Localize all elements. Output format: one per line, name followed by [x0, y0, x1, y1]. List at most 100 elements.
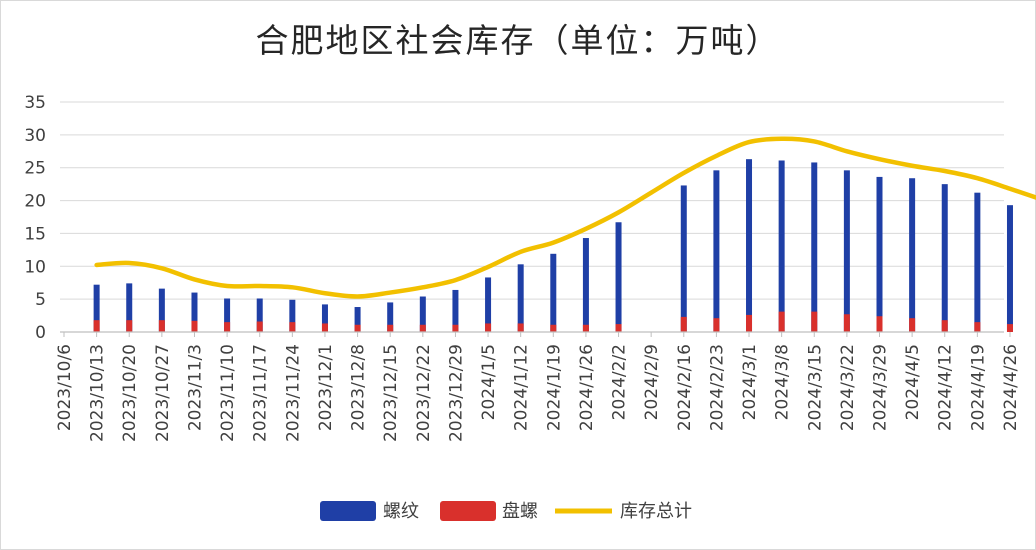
y-tick-label: 30 — [24, 126, 46, 146]
bar-rebar — [778, 160, 785, 332]
x-tick-label: 2024/4/26 — [1001, 344, 1021, 431]
x-tick-label: 2024/2/2 — [610, 344, 630, 420]
bar-coil-rebar — [517, 323, 524, 332]
x-axis-ticks: 2023/10/6 2023/10/13 2023/10/20 2023/10/27 2… — [55, 344, 1021, 442]
y-axis-ticks: 0 5 10 15 20 25 30 35 — [24, 93, 46, 343]
bar-rebar — [974, 192, 981, 332]
bar-rebar — [615, 222, 622, 332]
bar-rebar — [843, 170, 850, 332]
x-tick-label: 2024/4/5 — [903, 344, 923, 420]
x-tick-label: 2024/1/12 — [512, 344, 532, 431]
bar-rebar — [191, 292, 198, 332]
line-total-inventory — [94, 136, 1036, 299]
x-tick-label: 2023/12/22 — [414, 344, 434, 442]
bar-rebar — [158, 288, 165, 332]
x-tick-label: 2023/11/10 — [218, 344, 238, 442]
bar-rebar — [550, 253, 557, 332]
bar-rebar — [354, 307, 361, 332]
bars — [93, 159, 1013, 332]
legend-label-total: 库存总计 — [620, 501, 692, 522]
bar-coil-rebar — [158, 320, 165, 332]
bar-coil-rebar — [909, 318, 916, 332]
bar-coil-rebar — [974, 322, 981, 332]
x-tick-label: 2024/2/16 — [675, 344, 695, 431]
bar-coil-rebar — [1006, 324, 1013, 332]
bar-rebar — [452, 289, 459, 332]
bar-coil-rebar — [354, 324, 361, 332]
bar-rebar — [876, 176, 883, 332]
bar-coil-rebar — [876, 316, 883, 332]
bar-coil-rebar — [419, 324, 426, 332]
bar-rebar — [909, 178, 916, 332]
bar-coil-rebar — [550, 324, 557, 332]
bar-coil-rebar — [387, 324, 394, 332]
x-tick-label: 2024/3/8 — [773, 344, 793, 420]
x-tick-label: 2023/12/8 — [349, 344, 369, 431]
total-line — [94, 136, 1036, 299]
legend-swatch-coil-rebar — [440, 501, 496, 521]
x-tick-label: 2024/2/23 — [707, 344, 727, 431]
bar-rebar — [713, 170, 720, 332]
bar-rebar — [93, 284, 100, 332]
bar-coil-rebar — [778, 311, 785, 332]
x-axis — [60, 331, 1011, 337]
bar-rebar — [1006, 205, 1013, 332]
bar-rebar — [811, 162, 818, 332]
legend-swatch-rebar — [320, 501, 376, 521]
x-tick-label: 2023/12/15 — [381, 344, 401, 442]
bar-coil-rebar — [811, 311, 818, 332]
bar-coil-rebar — [224, 322, 231, 332]
bar-rebar — [680, 185, 687, 332]
chart-title: 合肥地区社会库存（单位：万吨） — [255, 21, 781, 60]
bar-rebar — [256, 298, 263, 332]
y-tick-label: 5 — [35, 290, 46, 310]
gridlines — [60, 101, 1004, 300]
bar-rebar — [517, 264, 524, 332]
x-tick-label: 2024/3/15 — [805, 344, 825, 431]
bar-rebar — [419, 296, 426, 332]
x-tick-label: 2023/11/3 — [185, 344, 205, 431]
x-tick-label: 2024/3/29 — [871, 344, 891, 431]
x-tick-label: 2023/10/13 — [88, 344, 108, 442]
bar-coil-rebar — [746, 314, 753, 332]
x-tick-label: 2023/12/1 — [316, 344, 336, 431]
x-tick-label: 2023/10/6 — [55, 344, 75, 431]
y-tick-label: 25 — [24, 159, 46, 179]
x-tick-label: 2024/3/1 — [740, 344, 760, 420]
bar-coil-rebar — [289, 322, 296, 332]
x-tick-label: 2023/10/20 — [120, 344, 140, 442]
legend-label-rebar: 螺纹 — [383, 501, 419, 522]
bar-coil-rebar — [713, 318, 720, 332]
x-tick-label: 2024/3/22 — [838, 344, 858, 431]
bar-coil-rebar — [126, 320, 133, 332]
bar-coil-rebar — [843, 314, 850, 332]
x-tick-label: 2023/11/24 — [283, 344, 303, 442]
bar-rebar — [746, 159, 753, 332]
bar-coil-rebar — [582, 324, 589, 332]
bar-rebar — [485, 277, 492, 332]
x-tick-label: 2024/1/5 — [479, 344, 499, 420]
y-tick-label: 0 — [35, 323, 46, 343]
bar-coil-rebar — [941, 320, 948, 332]
bar-rebar — [289, 299, 296, 332]
y-tick-label: 35 — [24, 93, 46, 113]
bar-rebar — [126, 283, 133, 332]
bar-rebar — [387, 302, 394, 332]
x-tick-label: 2024/2/9 — [642, 344, 662, 420]
x-tick-label: 2023/12/29 — [446, 344, 466, 442]
bar-coil-rebar — [615, 324, 622, 332]
bar-coil-rebar — [680, 316, 687, 332]
x-tick-label: 2023/10/27 — [153, 344, 173, 442]
x-tick-label: 2024/1/19 — [544, 344, 564, 431]
bar-coil-rebar — [485, 323, 492, 332]
y-tick-label: 10 — [24, 257, 46, 277]
bar-coil-rebar — [191, 320, 198, 332]
legend-label-coil-rebar: 盘螺 — [502, 501, 538, 522]
y-tick-label: 15 — [24, 224, 46, 244]
bar-rebar — [321, 304, 328, 332]
x-tick-label: 2024/1/26 — [577, 344, 597, 431]
bar-coil-rebar — [256, 321, 263, 332]
bar-coil-rebar — [321, 323, 328, 332]
bar-rebar — [224, 298, 231, 332]
